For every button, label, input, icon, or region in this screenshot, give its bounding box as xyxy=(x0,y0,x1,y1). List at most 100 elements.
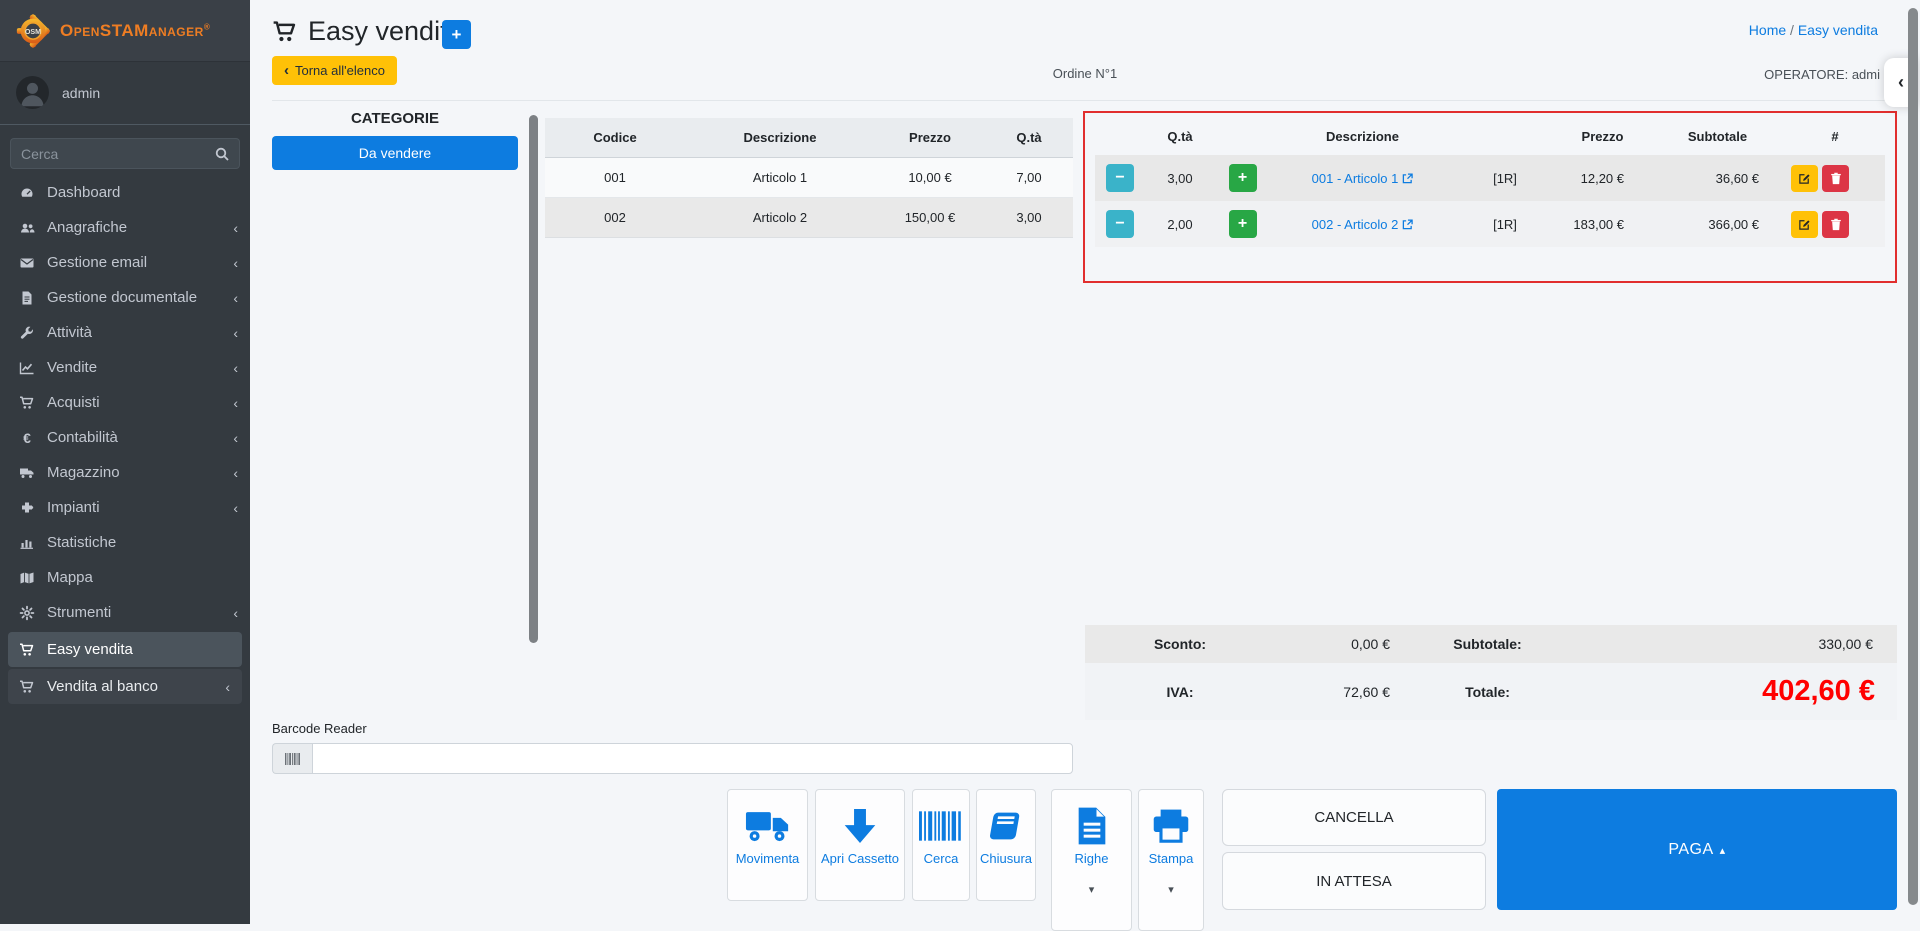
chevron-left-icon: ‹ xyxy=(225,678,230,695)
sconto-value: 0,00 € xyxy=(1351,636,1390,652)
decrease-qty-button[interactable]: − xyxy=(1106,210,1134,238)
cart-item-link[interactable]: 001 - Articolo 1 xyxy=(1312,171,1414,186)
chart-line-icon xyxy=(16,360,38,376)
sidebar-item-label: Dashboard xyxy=(47,184,121,201)
category-button-da-vendere[interactable]: Da vendere xyxy=(272,136,518,170)
sidebar-item-impianti[interactable]: Impianti ‹ xyxy=(0,490,250,525)
action-label: Cerca xyxy=(923,851,959,866)
cart-item-link[interactable]: 002 - Articolo 2 xyxy=(1312,217,1414,232)
table-row[interactable]: 001 Articolo 1 10,00 € 7,00 xyxy=(545,158,1073,198)
delete-row-button[interactable] xyxy=(1822,164,1849,192)
tachometer-icon xyxy=(16,185,38,201)
paga-button[interactable]: PAGA ▴ xyxy=(1497,789,1897,910)
cart-row: − 3,00 + 001 - Articolo 1 [1R] 12,20 € 3… xyxy=(1095,155,1885,201)
page-title: Easy vendita xyxy=(272,16,463,47)
sidebar-item-strumenti[interactable]: Strumenti ‹ xyxy=(0,595,250,630)
sidebar-item-gestione-email[interactable]: Gestione email ‹ xyxy=(0,245,250,280)
sidebar-item-contabilita[interactable]: € Contabilità ‹ xyxy=(0,420,250,455)
registered-mark: ® xyxy=(203,21,211,31)
sidebar-item-label: Strumenti xyxy=(47,604,112,621)
app-logo[interactable]: OSM OpenSTAManager® xyxy=(0,0,250,62)
products-table: Codice Descrizione Prezzo Q.tà 001 Artic… xyxy=(545,118,1073,238)
external-link-icon xyxy=(1402,218,1414,230)
trash-icon xyxy=(1830,218,1842,231)
chiusura-button[interactable]: Chiusura xyxy=(976,789,1036,901)
cart-icon xyxy=(16,395,38,411)
action-label: Righe xyxy=(1074,851,1109,866)
barcode-input[interactable] xyxy=(312,743,1073,774)
osm-gear-logo-icon: OSM xyxy=(14,12,52,50)
totale-value: 402,60 € xyxy=(1762,675,1875,707)
product-qta: 7,00 xyxy=(1016,170,1042,185)
righe-button[interactable]: Righe ▾ xyxy=(1051,789,1132,931)
summary-row: IVA: 72,60 € Totale: 402,60 € xyxy=(1085,663,1897,720)
action-label: Movimenta xyxy=(735,851,800,866)
avatar[interactable] xyxy=(16,76,49,109)
sidebar-search xyxy=(10,138,240,169)
apri-cassetto-button[interactable]: Apri Cassetto xyxy=(815,789,905,901)
cart-subtotale: 366,00 € xyxy=(1708,216,1759,232)
action-label: Chiusura xyxy=(979,851,1033,866)
sidebar-item-anagrafiche[interactable]: Anagrafiche ‹ xyxy=(0,210,250,245)
edit-row-button[interactable] xyxy=(1791,164,1818,192)
sidebar-item-attivita[interactable]: Attività ‹ xyxy=(0,315,250,350)
sidebar-item-statistiche[interactable]: Statistiche xyxy=(0,525,250,560)
page-scrollbar[interactable] xyxy=(1908,8,1918,905)
action-label: Apri Cassetto xyxy=(820,851,900,866)
breadcrumb: Home / Easy vendita xyxy=(1749,22,1878,38)
sidebar-item-label: Mappa xyxy=(47,569,93,586)
stampa-button[interactable]: Stampa ▾ xyxy=(1138,789,1204,931)
delete-row-button[interactable] xyxy=(1822,210,1849,238)
sidebar-item-dashboard[interactable]: Dashboard xyxy=(0,175,250,210)
action-cards: Movimenta Apri Cassetto Cerca Chiusura R… xyxy=(727,789,1204,931)
users-icon xyxy=(16,220,38,236)
breadcrumb-home-link[interactable]: Home xyxy=(1748,22,1787,38)
cart-icon xyxy=(16,642,38,658)
sidebar-item-label: Contabilità xyxy=(47,429,118,446)
sidebar-item-label: Statistiche xyxy=(47,534,117,551)
cart-panel: Q.tà Descrizione Prezzo Subtotale # − 3,… xyxy=(1083,111,1897,283)
sidebar-item-magazzino[interactable]: Magazzino ‹ xyxy=(0,455,250,490)
sidebar-item-label: Anagrafiche xyxy=(47,219,128,236)
cancella-button[interactable]: CANCELLA xyxy=(1222,789,1486,846)
back-to-list-button[interactable]: ‹ Torna all'elenco xyxy=(272,56,397,85)
cart-icon xyxy=(16,679,38,695)
cerca-button[interactable]: Cerca xyxy=(912,789,970,901)
truck-icon xyxy=(745,805,791,847)
sidebar-item-gestione-documentale[interactable]: Gestione documentale ‹ xyxy=(0,280,250,315)
sidebar: OSM OpenSTAManager® admin Dashboard Anag… xyxy=(0,0,250,924)
breadcrumb-current-link[interactable]: Easy vendita xyxy=(1797,22,1878,38)
cart-prezzo: 12,20 € xyxy=(1580,170,1624,186)
document-icon xyxy=(16,290,38,306)
caret-up-icon: ▴ xyxy=(1719,844,1726,857)
in-attesa-button[interactable]: IN ATTESA xyxy=(1222,852,1486,910)
increase-qty-button[interactable]: + xyxy=(1228,210,1257,238)
chevron-left-icon: ‹ xyxy=(284,62,289,79)
cart-item-label: 001 - Articolo 1 xyxy=(1311,170,1399,186)
external-link-icon xyxy=(1402,172,1414,184)
decrease-qty-button[interactable]: − xyxy=(1106,164,1134,192)
chevron-left-icon: ‹ xyxy=(233,464,238,481)
barcode-reader-label: Barcode Reader xyxy=(272,721,367,736)
add-order-button[interactable]: + xyxy=(442,20,471,49)
categories-scrollbar[interactable] xyxy=(529,115,538,643)
envelope-icon xyxy=(16,255,38,271)
caret-down-icon: ▾ xyxy=(1088,884,1095,896)
map-icon xyxy=(16,570,38,586)
order-number: Ordine N°1 xyxy=(1052,66,1118,81)
sidebar-item-mappa[interactable]: Mappa xyxy=(0,560,250,595)
column-header-prezzo: Prezzo xyxy=(909,130,951,145)
search-input[interactable] xyxy=(10,138,204,169)
sidebar-item-vendita-al-banco[interactable]: Vendita al banco ‹ xyxy=(8,669,242,704)
sidebar-item-acquisti[interactable]: Acquisti ‹ xyxy=(0,385,250,420)
edit-row-button[interactable] xyxy=(1791,210,1818,238)
chevron-left-icon: ‹ xyxy=(233,219,238,236)
movimenta-button[interactable]: Movimenta xyxy=(727,789,808,901)
sidebar-item-vendite[interactable]: Vendite ‹ xyxy=(0,350,250,385)
table-row[interactable]: 002 Articolo 2 150,00 € 3,00 xyxy=(545,198,1073,238)
chevron-left-icon: ‹ xyxy=(233,324,238,341)
increase-qty-button[interactable]: + xyxy=(1228,164,1257,192)
categories-title: CATEGORIE xyxy=(350,110,440,127)
search-button[interactable] xyxy=(204,138,240,169)
sidebar-item-easy-vendita[interactable]: Easy vendita xyxy=(8,632,242,667)
